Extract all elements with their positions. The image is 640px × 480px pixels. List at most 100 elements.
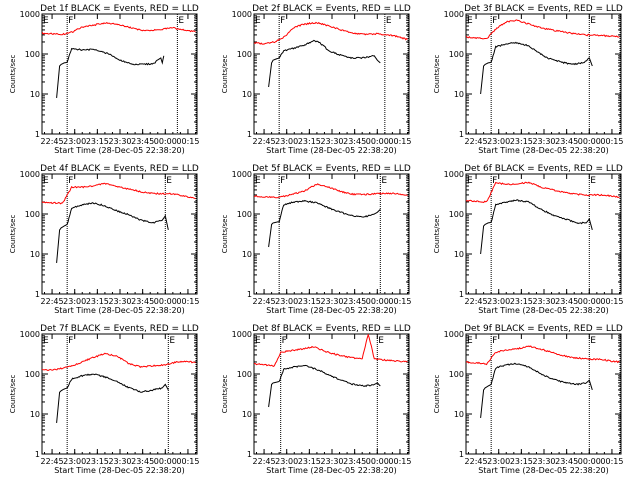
chart-title: Det 5f BLACK = Events, RED = LLD <box>252 164 411 174</box>
x-tick-label: 22:45 <box>465 297 488 306</box>
x-tick-label: 23:00 <box>487 297 510 306</box>
y-tick-label: 1000 <box>444 330 464 339</box>
events-series-line <box>268 199 381 248</box>
x-tick-label: 00:00 <box>154 137 177 146</box>
y-tick-label: 1000 <box>444 10 464 19</box>
marker-label: F <box>492 176 497 186</box>
y-tick-label: 10 <box>30 90 40 99</box>
plot-frame <box>465 333 622 455</box>
x-tick-label: 00:15 <box>600 297 623 306</box>
x-tick-label: 22:45 <box>41 137 64 146</box>
y-tick-label: 10 <box>454 90 464 99</box>
x-tick-label: 23:00 <box>63 297 86 306</box>
lld-series-line <box>42 352 196 372</box>
x-axis-label: Start Time (28-Dec-05 22:38:20) <box>478 466 609 475</box>
marker-label: E <box>255 16 261 26</box>
y-tick-label: 10 <box>242 410 252 419</box>
x-tick-label: 22:45 <box>41 457 64 466</box>
lld-series-line <box>254 334 408 367</box>
chart-panel: Det 2f BLACK = Events, RED = LLD 1 10 100 10… <box>221 4 411 155</box>
y-tick-label: 1 <box>35 130 40 139</box>
x-tick-label: 23:00 <box>63 137 86 146</box>
marker-label: E <box>467 16 473 26</box>
y-tick-label: 1000 <box>232 330 252 339</box>
x-tick-label: 23:15 <box>298 457 321 466</box>
marker-label: F <box>492 16 497 26</box>
chart-title: Det 2f BLACK = Events, RED = LLD <box>252 4 411 14</box>
x-tick-label: 23:30 <box>320 137 343 146</box>
events-series-line <box>480 41 593 95</box>
y-tick-label: 10 <box>454 250 464 259</box>
x-tick-label: 23:00 <box>275 457 298 466</box>
x-tick-label: 23:00 <box>275 137 298 146</box>
x-tick-label: 23:45 <box>131 297 154 306</box>
x-axis-label: Start Time (28-Dec-05 22:38:20) <box>266 466 397 475</box>
x-tick-label: 00:15 <box>388 297 411 306</box>
x-tick-label: 23:30 <box>108 137 131 146</box>
y-tick-label: 100 <box>237 370 252 379</box>
lld-series-line <box>42 21 196 36</box>
chart-title: Det 3f BLACK = Events, RED = LLD <box>464 4 623 14</box>
x-tick-label: 23:30 <box>108 297 131 306</box>
marker-label: E <box>169 336 175 346</box>
marker-label: E <box>590 16 596 26</box>
x-tick-label: 23:15 <box>510 297 533 306</box>
x-tick-label: 23:30 <box>108 457 131 466</box>
x-tick-label: 22:45 <box>253 457 276 466</box>
x-tick-label: 23:30 <box>320 457 343 466</box>
y-tick-label: 1 <box>459 130 464 139</box>
x-tick-label: 23:00 <box>487 457 510 466</box>
x-tick-label: 23:30 <box>532 137 555 146</box>
chart-panel: Det 1f BLACK = Events, RED = LLD 1 10 100 10… <box>9 4 199 155</box>
x-axis-label: Start Time (28-Dec-05 22:38:20) <box>54 146 185 155</box>
x-axis-label: Start Time (28-Dec-05 22:38:20) <box>54 306 185 315</box>
y-tick-label: 100 <box>25 50 40 59</box>
x-tick-label: 22:45 <box>253 137 276 146</box>
y-tick-label: 10 <box>242 90 252 99</box>
y-tick-label: 1 <box>35 290 40 299</box>
marker-label: E <box>178 16 184 26</box>
events-series-line <box>268 39 381 88</box>
y-tick-label: 1000 <box>20 330 40 339</box>
marker-label: E <box>43 176 49 186</box>
y-axis-label: Counts/sec <box>433 375 441 414</box>
y-tick-label: 100 <box>237 210 252 219</box>
y-tick-label: 100 <box>25 210 40 219</box>
y-tick-label: 100 <box>449 210 464 219</box>
x-tick-label: 23:15 <box>510 457 533 466</box>
chart-title: Det 1f BLACK = Events, RED = LLD <box>40 4 199 14</box>
y-axis-label: Counts/sec <box>433 215 441 254</box>
x-tick-label: 00:15 <box>176 457 199 466</box>
marker-label: E <box>386 16 392 26</box>
y-axis-label: Counts/sec <box>9 215 17 254</box>
events-series-line <box>480 362 593 418</box>
x-tick-label: 23:45 <box>343 297 366 306</box>
y-tick-label: 1000 <box>444 170 464 179</box>
y-axis-label: Counts/sec <box>433 55 441 94</box>
marker-label: F <box>282 336 287 346</box>
x-tick-label: 23:45 <box>131 457 154 466</box>
y-tick-label: 10 <box>30 410 40 419</box>
x-tick-label: 23:00 <box>275 297 298 306</box>
plot-frame <box>253 13 410 135</box>
x-tick-label: 00:15 <box>388 137 411 146</box>
plot-frame <box>41 173 198 295</box>
y-tick-label: 100 <box>449 50 464 59</box>
y-tick-label: 100 <box>25 370 40 379</box>
chart-panel: Det 5f BLACK = Events, RED = LLD 1 10 100 10… <box>221 164 411 315</box>
chart-panel: Det 8f BLACK = Events, RED = LLD 1 10 100 10… <box>221 324 411 475</box>
plot-frame <box>41 13 198 135</box>
x-tick-label: 00:00 <box>154 457 177 466</box>
x-tick-label: 23:30 <box>532 297 555 306</box>
marker-label: E <box>378 336 384 346</box>
y-tick-label: 1 <box>247 290 252 299</box>
y-axis-label: Counts/sec <box>221 375 229 414</box>
marker-label: F <box>280 16 285 26</box>
x-tick-label: 23:30 <box>532 457 555 466</box>
x-tick-label: 00:15 <box>388 457 411 466</box>
x-tick-label: 00:15 <box>600 457 623 466</box>
x-tick-label: 00:00 <box>578 457 601 466</box>
y-tick-label: 1000 <box>232 170 252 179</box>
